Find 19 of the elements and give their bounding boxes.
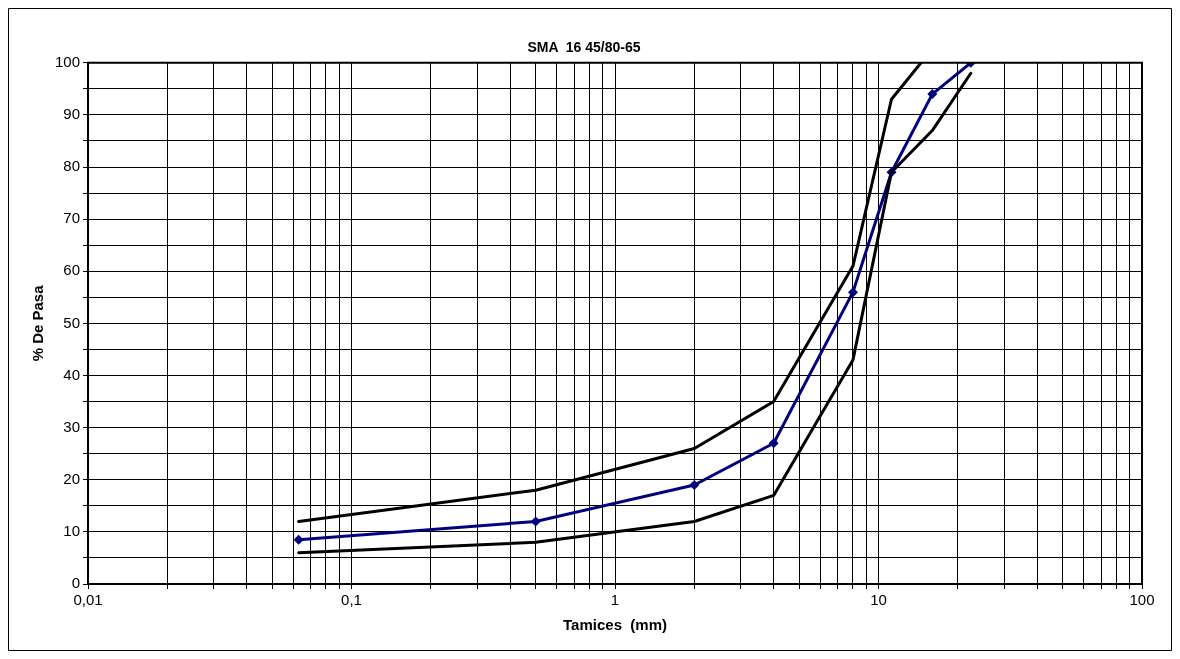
- chart-title: SMA 16 45/80-65: [527, 39, 641, 56]
- y-tick-label: 10: [63, 522, 81, 540]
- y-tick-label: 100: [55, 52, 81, 70]
- x-tick-label: 0,1: [341, 591, 362, 609]
- y-tick-label: 30: [63, 417, 81, 435]
- x-tick-label: 0,01: [73, 591, 103, 609]
- y-tick-label: 60: [63, 261, 81, 279]
- x-axis-title: Tamices (mm): [563, 616, 667, 634]
- y-tick-label: 50: [63, 313, 81, 331]
- y-tick-label: 0: [71, 574, 81, 592]
- y-tick-label: 80: [63, 157, 81, 175]
- x-tick-label: 100: [1129, 591, 1155, 609]
- y-tick-label: 20: [63, 469, 81, 487]
- y-tick-label: 90: [63, 105, 81, 123]
- x-tick-label: 10: [870, 591, 887, 609]
- y-tick-label: 40: [63, 365, 81, 383]
- y-axis-title: % De Pasa: [29, 284, 47, 362]
- y-tick-label: 70: [63, 209, 81, 227]
- x-tick-label: 1: [610, 591, 620, 609]
